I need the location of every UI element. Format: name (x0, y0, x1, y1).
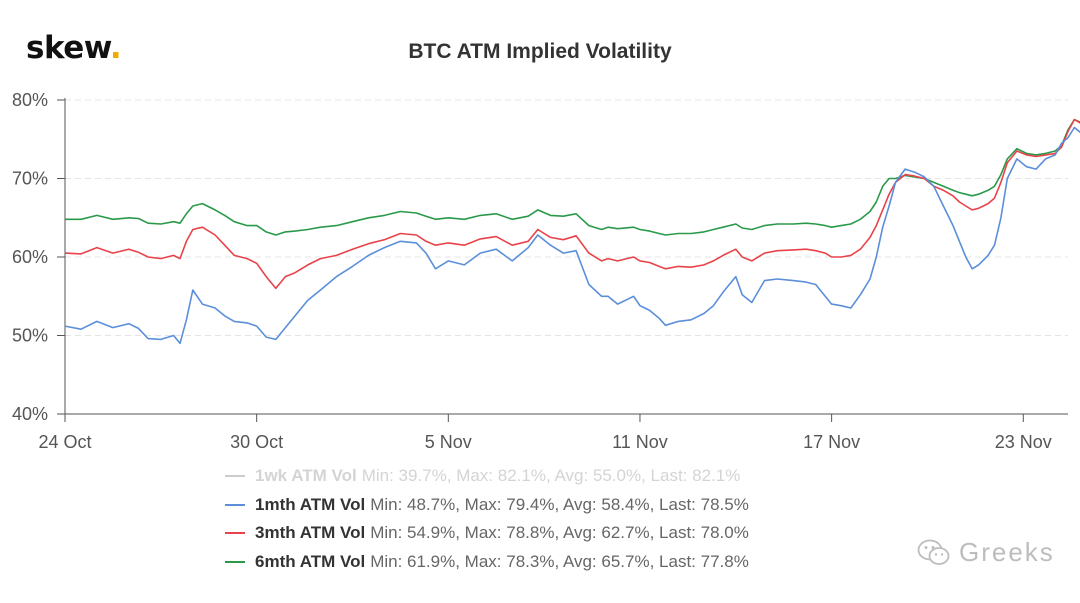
legend-series-stats: Min: 39.7%, Max: 82.1%, Avg: 55.0%, Last… (361, 466, 741, 485)
series-line-1mth (64, 126, 1080, 345)
y-tick-label: 70% (12, 169, 48, 189)
chart-grid (65, 99, 1068, 415)
legend-swatch (225, 532, 245, 535)
y-axis-labels: 40% 50% 60% 70% 80% (12, 90, 48, 424)
logo-text: skew (26, 30, 110, 66)
line-chart: 40% 50% 60% 70% 80% 24 Oct 30 Oct 5 Nov 11 Nov 1… (12, 90, 1080, 452)
x-tick-label: 24 Oct (38, 432, 91, 452)
logo-dot: . (109, 30, 122, 66)
legend-series-stats: Min: 61.9%, Max: 78.3%, Avg: 65.7%, Last… (370, 551, 749, 571)
y-tick-label: 50% (12, 326, 48, 346)
legend-series-stats: Min: 54.9%, Max: 78.8%, Avg: 62.7%, Last… (370, 523, 749, 542)
x-tick-label: 11 Nov (612, 432, 668, 452)
chart-series (64, 118, 1080, 345)
y-tick-label: 80% (12, 90, 48, 110)
x-tick-label: 30 Oct (230, 432, 283, 452)
y-tick-label: 60% (12, 247, 48, 267)
legend-series-name: 3mth ATM Vol (255, 523, 366, 542)
chart-title: BTC ATM Implied Volatility (408, 40, 672, 63)
y-tick-label: 40% (12, 404, 48, 424)
legend-swatch (225, 503, 245, 506)
x-axis-labels: 24 Oct 30 Oct 5 Nov 11 Nov 17 Nov 23 Nov (38, 432, 1051, 452)
watermark: Greeks (917, 537, 1055, 568)
x-tick-label: 5 Nov (425, 432, 472, 452)
legend-item-3mth[interactable]: 3mth ATM Vol Min: 54.9%, Max: 78.8%, Avg:… (225, 519, 749, 548)
series-line-3mth (64, 118, 1080, 290)
watermark-text: Greeks (959, 537, 1055, 567)
legend-item-1wk[interactable]: 1wk ATM Vol Min: 39.7%, Max: 82.1%, Avg: … (225, 462, 749, 491)
legend-swatch (225, 475, 245, 478)
legend-series-name: 6mth ATM Vol (255, 551, 366, 571)
series-line-6mth (65, 118, 1080, 236)
legend-series-stats: Min: 48.7%, Max: 79.4%, Avg: 58.4%, Last… (370, 494, 749, 514)
x-tick-label: 23 Nov (995, 432, 1052, 452)
legend-item-1mth[interactable]: 1mth ATM Vol Min: 48.7%, Max: 79.4%, Avg:… (225, 491, 749, 520)
legend-swatch (225, 560, 245, 563)
legend-series-name: 1mth ATM Vol (255, 494, 366, 514)
wechat-icon (917, 539, 950, 565)
chart-legend: 1wk ATM Vol Min: 39.7%, Max: 82.1%, Avg: … (225, 462, 749, 576)
legend-item-6mth[interactable]: 6mth ATM Vol Min: 61.9%, Max: 78.3%, Avg:… (225, 548, 749, 577)
legend-series-name: 1wk ATM Vol (255, 466, 357, 485)
chart-axes (57, 98, 1068, 422)
x-tick-label: 17 Nov (803, 432, 860, 452)
skew-logo: skew. (26, 30, 122, 66)
